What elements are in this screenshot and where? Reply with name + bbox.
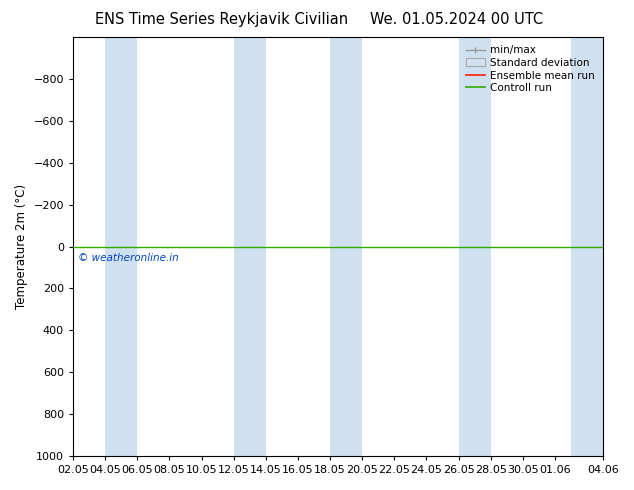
Bar bbox=[105, 37, 138, 456]
Bar bbox=[234, 37, 266, 456]
Y-axis label: Temperature 2m (°C): Temperature 2m (°C) bbox=[15, 184, 28, 309]
Bar bbox=[571, 37, 603, 456]
Bar bbox=[330, 37, 362, 456]
Text: © weatheronline.in: © weatheronline.in bbox=[78, 253, 179, 263]
Text: ENS Time Series Reykjavik Civilian: ENS Time Series Reykjavik Civilian bbox=[95, 12, 349, 27]
Legend: min/max, Standard deviation, Ensemble mean run, Controll run: min/max, Standard deviation, Ensemble me… bbox=[463, 42, 598, 97]
Bar bbox=[458, 37, 491, 456]
Text: We. 01.05.2024 00 UTC: We. 01.05.2024 00 UTC bbox=[370, 12, 543, 27]
